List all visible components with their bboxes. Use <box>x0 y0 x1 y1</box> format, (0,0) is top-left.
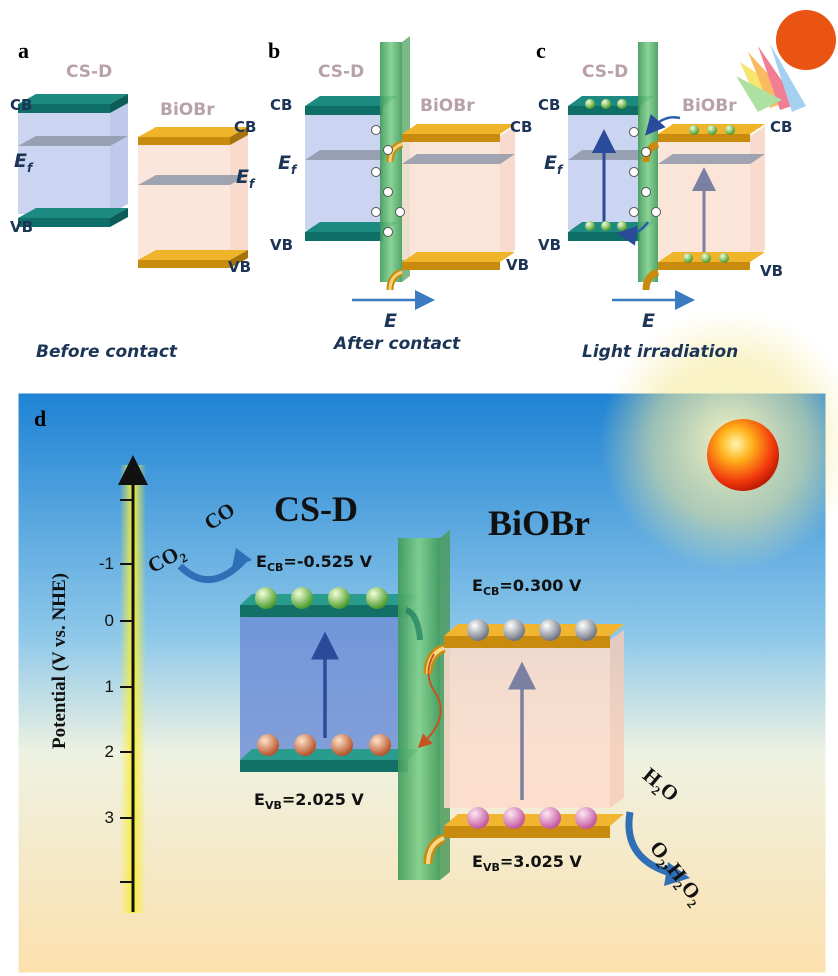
panel-b-diagram <box>305 36 515 310</box>
panel-a-biobr-cb-label: CB <box>234 118 257 136</box>
panel-b-csd-cb-label: CB <box>270 96 293 114</box>
csd-vb-plate-d <box>240 760 408 772</box>
csd-vb-plate-c <box>568 232 640 241</box>
csd-vb-carriers <box>257 734 391 756</box>
panel-b-biobr-name: BiOBr <box>420 96 475 116</box>
csd-cb-energy: ECB=-0.525 V <box>256 552 373 575</box>
csd-vb-plate-b <box>305 232 383 241</box>
panel-a-biobr-vb-label: VB <box>228 258 252 276</box>
panel-a-caption: Before contact <box>36 342 178 362</box>
panel-a-csd-vb-label: VB <box>10 218 34 236</box>
biobr-cb-plate-b <box>402 134 500 142</box>
biobr-bandgap-box <box>138 138 230 260</box>
biobr-cb-carriers <box>467 619 597 641</box>
biobr-cb-plate-d <box>444 636 610 648</box>
axis-tick-1: 1 <box>104 677 114 696</box>
biobr-vb-carriers <box>467 807 597 829</box>
panel-b-csd-ef-label: Ef <box>278 152 297 177</box>
panel-a-csd-name: CS-D <box>66 62 113 82</box>
potential-axis-label: Potential (V vs. NHE) <box>49 573 70 749</box>
rainbow-sun-icon <box>736 44 806 112</box>
water-oxidation-arrow <box>625 811 675 878</box>
panel-b-field-label: E <box>384 310 397 332</box>
csd-cb-plate-c <box>568 106 640 115</box>
csd-cb-plate-d <box>240 605 408 617</box>
csd-cb-plate-b <box>305 106 383 115</box>
panel-a-biobr-name: BiOBr <box>160 100 215 120</box>
axis-tick-m1: -1 <box>98 554 114 573</box>
panel-c-csd-vb-label: VB <box>538 236 562 254</box>
panel-c-diagram <box>568 10 836 310</box>
panel-d-diagram <box>17 310 838 974</box>
panel-c-biobr-vb-label: VB <box>760 262 784 280</box>
sun-icon-c <box>776 10 836 70</box>
axis-tick-3: 3 <box>104 808 114 827</box>
panel-b-caption: After contact <box>334 334 461 354</box>
biobr-cb-plate <box>138 127 248 137</box>
sun-ball-icon <box>707 419 779 491</box>
panel-a-biobr-ef-label: Ef <box>236 166 255 191</box>
panel-c-csd-ef-label: Ef <box>544 152 563 177</box>
biobr-vb-energy: EVB=3.025 V <box>472 852 582 875</box>
csd-vb-plate <box>18 208 128 218</box>
biobr-vb-plate <box>138 250 248 260</box>
panel-b-biobr-vb-label: VB <box>506 256 530 274</box>
biobr-vb-plate-d <box>444 826 610 838</box>
panel-c-csd-cb-label: CB <box>538 96 561 114</box>
panel-b-csd-vb-label: VB <box>270 236 294 254</box>
axis-tick-0: 0 <box>104 611 114 630</box>
panel-b-csd-name: CS-D <box>318 62 365 82</box>
biobr-vb-plate-c <box>658 262 750 270</box>
panel-b-biobr-cb-label: CB <box>510 118 533 136</box>
biobr-vb-plate-b <box>402 262 500 270</box>
csd-bandgap-box-b <box>305 112 383 230</box>
csd-bandgap-box <box>18 112 110 214</box>
panel-c-field-label: E <box>642 310 655 332</box>
panel-c-biobr-name: BiOBr <box>682 96 737 116</box>
panel-a-label: a <box>18 38 29 63</box>
panel-b-label: b <box>268 38 281 63</box>
axis-ticks <box>120 499 133 883</box>
biobr-bandgap-box-d <box>444 640 610 808</box>
biobr-cb-plate-c <box>658 134 750 142</box>
interface-slab-d <box>398 538 440 880</box>
biobr-fermi-plane <box>138 175 248 185</box>
charge-transfer-path <box>417 653 442 749</box>
axis-tick-2: 2 <box>104 742 114 761</box>
panel-a-csd-ef-label: Ef <box>14 150 33 175</box>
panel-d-label: d <box>34 406 47 431</box>
panel-c-biobr-cb-label: CB <box>770 118 793 136</box>
biobr-cb-energy: ECB=0.300 V <box>472 576 582 599</box>
panel-a-diagram <box>18 94 248 268</box>
csd-cb-plate <box>18 94 128 104</box>
panel-c-label: c <box>536 38 546 63</box>
csd-title: CS-D <box>274 489 359 529</box>
csd-vb-energy: EVB=2.025 V <box>254 790 364 813</box>
csd-fermi-plane <box>18 136 128 146</box>
biobr-title: BiOBr <box>488 503 591 543</box>
csd-cb-carriers <box>255 587 388 609</box>
panel-c-csd-name: CS-D <box>582 62 629 82</box>
panel-c-caption: Light irradiation <box>582 342 739 362</box>
panel-a-csd-cb-label: CB <box>10 96 33 114</box>
co2-reduction-arrow <box>177 557 247 583</box>
